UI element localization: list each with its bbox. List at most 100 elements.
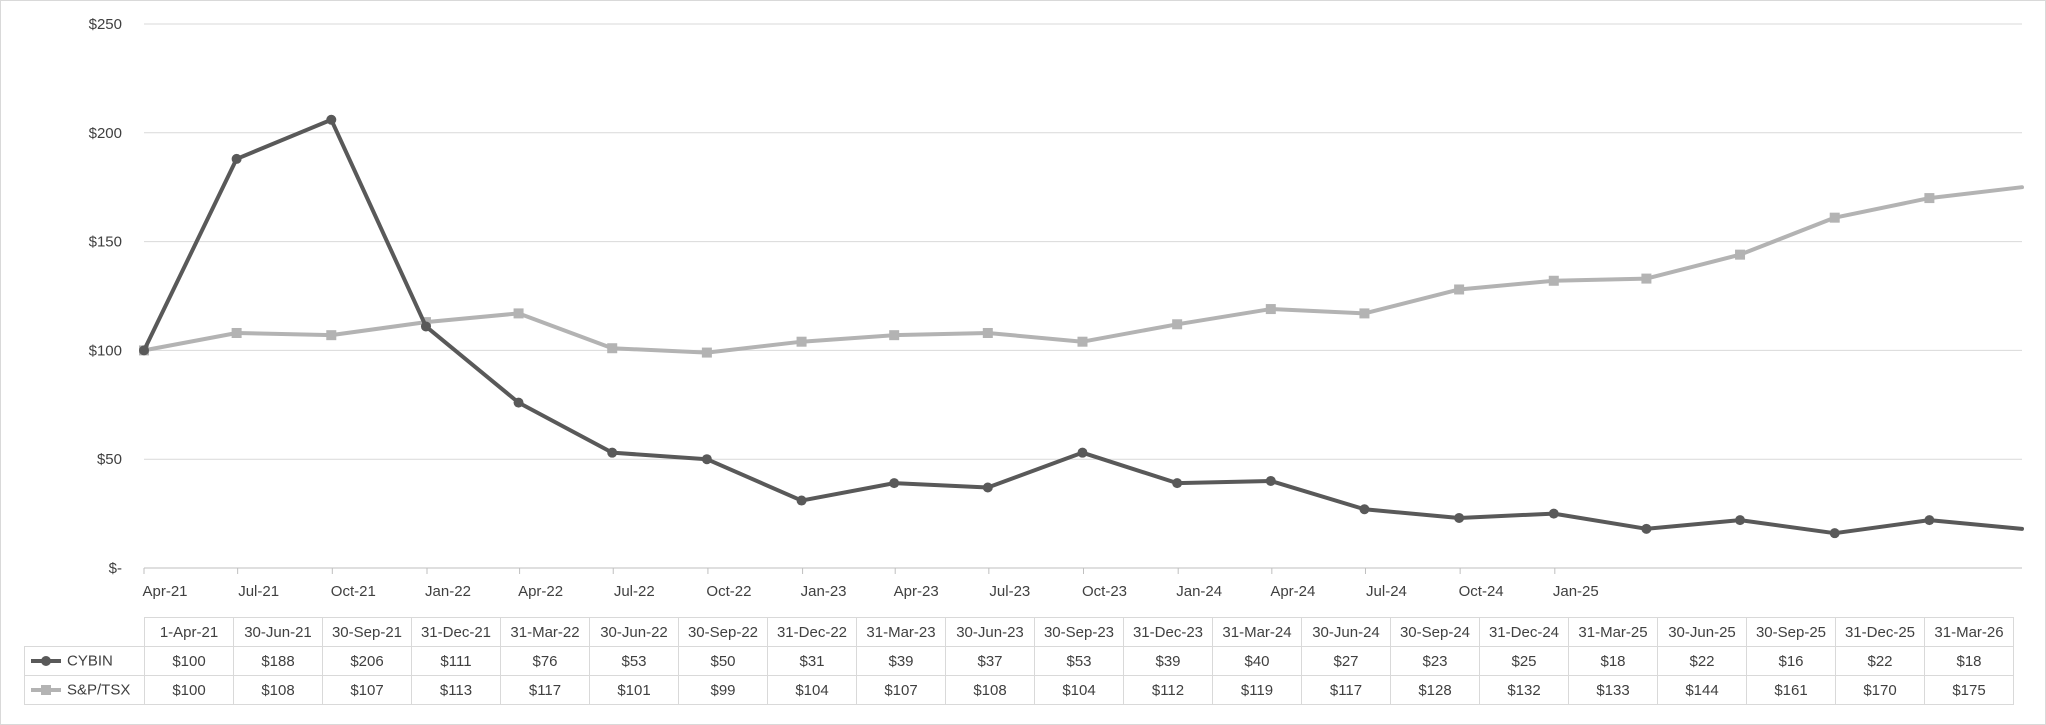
legend-key-marker (41, 656, 51, 667)
data-point-cybin (420, 321, 431, 332)
data-point-s-p-tsx (1548, 275, 1559, 286)
table-value-cell: $206 (322, 646, 412, 676)
table-value-cell: $175 (1924, 675, 2014, 705)
table-date-header: 31-Mar-22 (500, 617, 590, 647)
data-point-s-p-tsx (796, 336, 807, 347)
data-point-s-p-tsx (326, 330, 337, 341)
legend-entry-s-p-tsx: S&P/TSX (24, 675, 145, 705)
table-value-cell: $100 (144, 675, 234, 705)
x-tick-label: Oct-21 (331, 583, 376, 600)
table-value-cell: $112 (1123, 675, 1213, 705)
table-value-cell: $108 (233, 675, 323, 705)
data-point-cybin (139, 345, 149, 356)
table-row-s-p-tsx: S&P/TSX $100 $108 $107 $113 $117 $101 $99 $104 $1… (24, 675, 2014, 705)
legend-key-s-p-tsx (31, 685, 61, 696)
table-corner-cell (24, 617, 145, 647)
y-tick-label: $200 (89, 125, 122, 142)
table-value-cell: $107 (322, 675, 412, 705)
legend-entry-cybin: CYBIN (24, 646, 145, 676)
table-date-header: 31-Dec-22 (767, 617, 857, 647)
table-date-header: 1-Apr-21 (144, 617, 234, 647)
table-value-cell: $25 (1479, 646, 1569, 676)
x-tick-label: Oct-23 (1082, 583, 1127, 600)
x-tick-label: Jul-21 (238, 583, 279, 600)
table-value-cell: $39 (856, 646, 946, 676)
table-date-header: 30-Jun-21 (233, 617, 323, 647)
table-value-cell: $117 (500, 675, 590, 705)
table-date-header: 31-Mar-26 (1924, 617, 2014, 647)
table-date-header: 30-Jun-24 (1301, 617, 1391, 647)
data-point-cybin (1829, 528, 1840, 539)
y-tick-label: $250 (89, 16, 122, 33)
data-point-s-p-tsx (1077, 336, 1088, 347)
table-value-cell: $40 (1212, 646, 1302, 676)
table-value-cell: $39 (1123, 646, 1213, 676)
table-value-cell: $18 (1568, 646, 1658, 676)
table-value-cell: $104 (1034, 675, 1124, 705)
chart-data-table: 1-Apr-21 30-Jun-21 30-Sep-21 31-Dec-21 31-Ma… (24, 617, 2014, 705)
data-point-s-p-tsx (982, 327, 993, 338)
legend-label: CYBIN (67, 652, 113, 670)
x-tick-label: Apr-23 (894, 583, 939, 600)
y-tick-label: $100 (89, 342, 122, 359)
table-value-cell: $100 (144, 646, 234, 676)
table-date-header: 31-Dec-25 (1835, 617, 1925, 647)
data-point-cybin (1924, 515, 1935, 526)
table-date-header: 30-Sep-25 (1746, 617, 1836, 647)
x-tick-label: Apr-24 (1270, 583, 1315, 600)
table-value-cell: $113 (411, 675, 501, 705)
data-point-cybin (1548, 508, 1559, 519)
table-value-cell: $170 (1835, 675, 1925, 705)
table-date-header: 31-Mar-25 (1568, 617, 1658, 647)
table-value-cell: $128 (1390, 675, 1480, 705)
data-point-cybin (1641, 523, 1652, 534)
table-value-cell: $117 (1301, 675, 1391, 705)
table-date-header: 30-Jun-23 (945, 617, 1035, 647)
data-point-cybin (701, 454, 712, 465)
table-value-cell: $50 (678, 646, 768, 676)
data-point-cybin (607, 447, 618, 458)
data-point-cybin (1172, 478, 1183, 489)
table-value-cell: $161 (1746, 675, 1836, 705)
table-value-cell: $101 (589, 675, 679, 705)
x-tick-label: Apr-21 (142, 583, 187, 600)
table-date-header: 30-Sep-21 (322, 617, 412, 647)
legend-key-marker (41, 685, 51, 696)
data-point-s-p-tsx (231, 327, 242, 338)
x-tick-label: Jan-24 (1176, 583, 1222, 600)
data-point-s-p-tsx (513, 308, 524, 319)
x-tick-label: Jul-24 (1366, 583, 1407, 600)
table-value-cell: $22 (1835, 646, 1925, 676)
table-value-cell: $31 (767, 646, 857, 676)
data-point-s-p-tsx (1735, 249, 1746, 260)
table-date-header: 31-Dec-23 (1123, 617, 1213, 647)
table-value-cell: $18 (1924, 646, 2014, 676)
data-point-s-p-tsx (1454, 284, 1465, 295)
data-point-cybin (1454, 512, 1465, 523)
table-value-cell: $111 (411, 646, 501, 676)
table-value-cell: $132 (1479, 675, 1569, 705)
data-point-cybin (1735, 515, 1746, 526)
table-value-cell: $144 (1657, 675, 1747, 705)
table-date-header: 30-Sep-23 (1034, 617, 1124, 647)
x-tick-label: Jan-25 (1553, 583, 1599, 600)
table-date-header: 30-Sep-24 (1390, 617, 1480, 647)
data-point-s-p-tsx (1924, 193, 1935, 204)
y-tick-label: $50 (97, 451, 122, 468)
table-value-cell: $99 (678, 675, 768, 705)
table-value-cell: $119 (1212, 675, 1302, 705)
table-date-header: 30-Jun-25 (1657, 617, 1747, 647)
table-date-header: 31-Dec-21 (411, 617, 501, 647)
table-value-cell: $27 (1301, 646, 1391, 676)
data-point-cybin (1359, 504, 1370, 515)
y-tick-label: $- (109, 560, 122, 577)
legend-key-cybin (31, 656, 61, 667)
table-value-cell: $22 (1657, 646, 1747, 676)
x-tick-label: Apr-22 (518, 583, 563, 600)
x-tick-label: Jan-22 (425, 583, 471, 600)
data-point-cybin (796, 495, 807, 506)
data-point-s-p-tsx (1359, 308, 1370, 319)
table-value-cell: $188 (233, 646, 323, 676)
x-tick-label: Jul-23 (989, 583, 1030, 600)
data-point-cybin (982, 482, 993, 493)
